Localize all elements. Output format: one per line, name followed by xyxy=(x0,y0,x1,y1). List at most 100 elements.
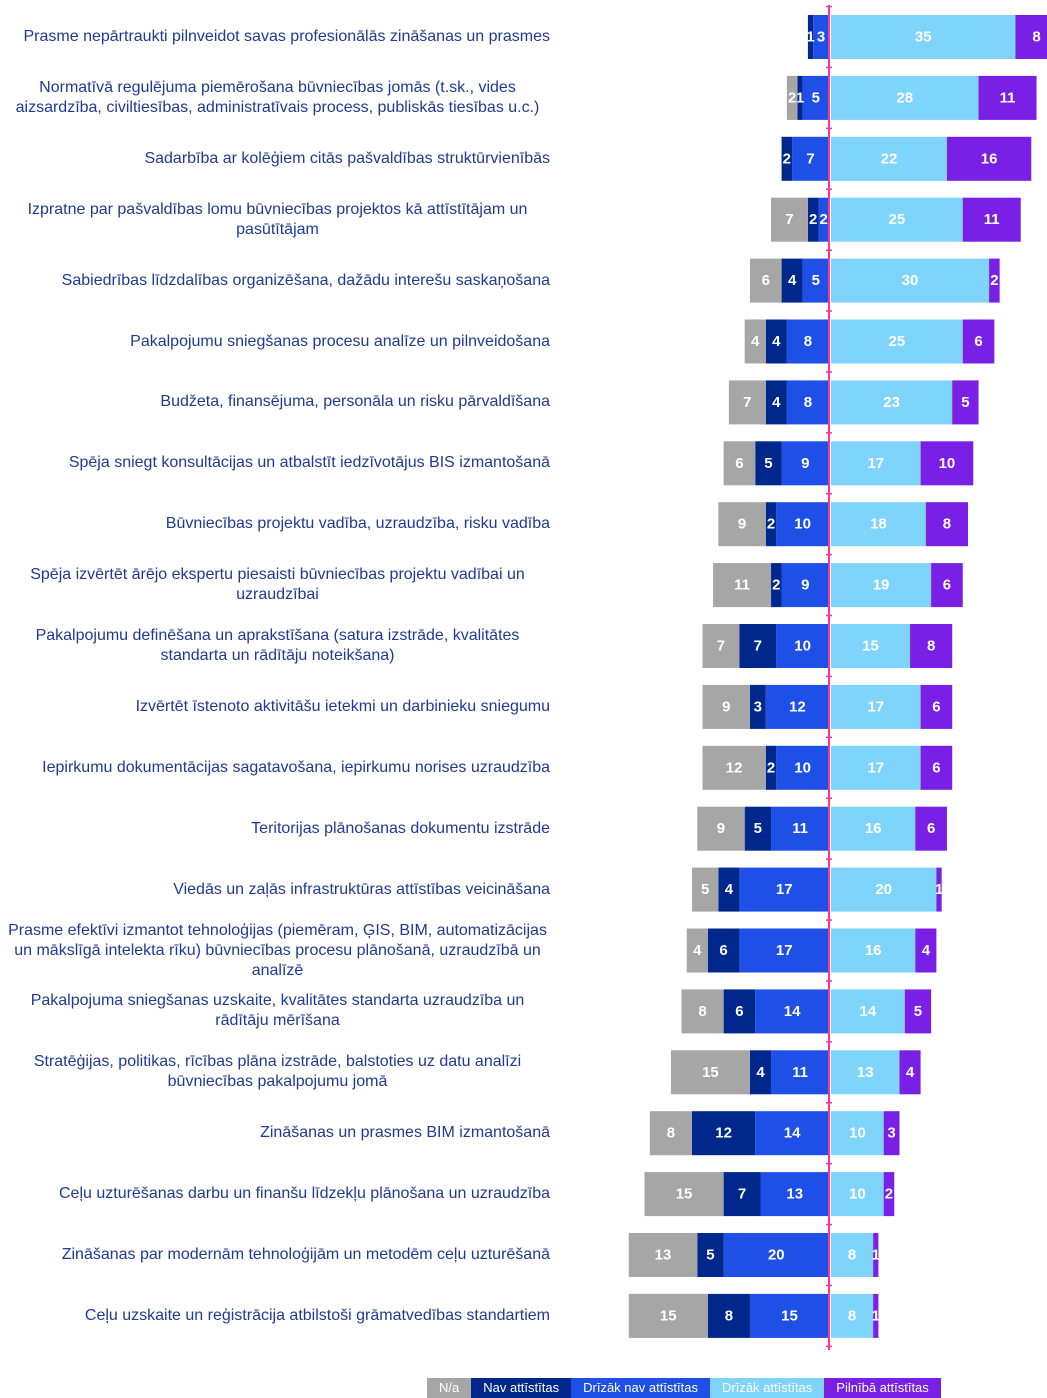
category-text: Pakalpojumu definēšana un aprakstīšana (… xyxy=(35,627,520,664)
data-label: 22 xyxy=(881,150,898,167)
data-label: 5 xyxy=(914,1003,922,1020)
data-label: 8 xyxy=(848,1247,856,1264)
bar-segment xyxy=(739,928,829,973)
bar-segment xyxy=(831,380,953,425)
bar-segment xyxy=(686,928,708,973)
bar-segment xyxy=(749,258,782,303)
data-label: 1 xyxy=(872,1307,880,1324)
data-label: 3 xyxy=(887,1125,895,1142)
category-label: Prasme efektīvi izmantot tehnoloģijas (p… xyxy=(5,921,550,981)
bar-segment xyxy=(831,806,916,851)
bar-segment xyxy=(818,197,829,242)
bar-segment xyxy=(883,1172,895,1217)
data-label: 5 xyxy=(961,394,969,411)
category-labels: Prasme nepārtraukti pilnveidot savas pro… xyxy=(5,7,551,1324)
data-label: 7 xyxy=(717,638,725,655)
data-label: 4 xyxy=(906,1064,915,1081)
bar-segment xyxy=(749,1293,829,1338)
bar-segment xyxy=(744,806,772,851)
data-label: 6 xyxy=(974,333,982,350)
data-label: 5 xyxy=(754,820,762,837)
data-label: 3 xyxy=(817,29,825,46)
bar-segment xyxy=(713,563,772,608)
category-text: Pakalpojumu sniegšanas procesu analīze u… xyxy=(130,332,550,350)
bar-segment xyxy=(707,1293,750,1338)
legend: N/a Nav attīstītas Drīzāk nav attīstītas Dr… xyxy=(427,1378,941,1398)
category-text: Iepirkumu dokumentācijas sagatavošana, i… xyxy=(42,758,550,776)
data-label: 5 xyxy=(706,1247,714,1264)
data-label: 15 xyxy=(781,1307,798,1324)
data-label: 10 xyxy=(794,759,811,776)
category-text: Prasme efektīvi izmantot tehnoloģijas (p… xyxy=(8,921,547,979)
data-label: 14 xyxy=(784,1003,801,1020)
bar-segment xyxy=(691,867,719,912)
data-label: 11 xyxy=(984,211,1000,228)
bar-segment xyxy=(765,380,787,425)
bar-segment xyxy=(644,1172,724,1217)
bar-segment xyxy=(946,136,1032,181)
data-label: 5 xyxy=(701,881,709,898)
data-label: 2 xyxy=(767,516,775,533)
data-label: 8 xyxy=(1032,29,1040,46)
category-label: Normatīvā regulējuma piemērošana būvniec… xyxy=(5,68,550,128)
data-label: 1 xyxy=(872,1247,880,1264)
bar-segment xyxy=(771,197,808,242)
bar-segment xyxy=(702,624,740,668)
data-label: 2 xyxy=(788,89,796,106)
bar-segment xyxy=(707,928,740,973)
data-label: 9 xyxy=(801,577,809,594)
data-label: 15 xyxy=(702,1064,719,1081)
bar-segment xyxy=(807,197,819,242)
category-label: Stratēģijas, politikas, rīcības plāna iz… xyxy=(5,1042,550,1102)
data-label: 16 xyxy=(865,820,882,837)
bar-segment xyxy=(718,867,740,912)
data-label: 8 xyxy=(804,333,812,350)
category-label: Zināšanas un prasmes BIM izmantošanā xyxy=(5,1103,550,1163)
bar-segment xyxy=(910,624,953,668)
bar-segment xyxy=(831,563,932,608)
data-label: 17 xyxy=(867,698,884,715)
bar-segment xyxy=(771,563,782,608)
bar-segment xyxy=(792,136,829,181)
data-label: 19 xyxy=(873,577,890,594)
bar-segment xyxy=(723,441,756,486)
data-label: 6 xyxy=(719,942,727,959)
category-text: Sabiedrības līdzdalības organizēšana, da… xyxy=(61,271,550,289)
category-label: Izvērtēt īstenoto aktivitāšu ietekmi un … xyxy=(5,677,550,737)
data-label: 11 xyxy=(734,577,750,594)
data-label: 1 xyxy=(796,89,804,106)
bar-segment xyxy=(744,319,766,364)
data-label: 9 xyxy=(738,516,746,533)
data-label: 25 xyxy=(889,333,906,350)
data-label: 4 xyxy=(772,333,781,350)
category-label: Sadarbība ar kolēģiem citās pašvaldības … xyxy=(5,129,550,189)
data-label: 12 xyxy=(715,1125,732,1142)
data-label: 2 xyxy=(990,272,998,289)
bar-segment xyxy=(915,806,947,851)
bar-segment xyxy=(776,624,829,668)
category-label: Prasme nepārtraukti pilnveidot savas pro… xyxy=(5,7,551,67)
data-label: 16 xyxy=(981,150,998,167)
category-text: Izvērtēt īstenoto aktivitāšu ietekmi un … xyxy=(135,697,550,715)
data-label: 8 xyxy=(943,516,951,533)
category-text: Ceļu uzturēšanas darbu un finanšu līdzek… xyxy=(59,1185,550,1203)
data-label: 14 xyxy=(784,1125,801,1142)
bar-segment xyxy=(786,75,798,120)
category-text: Zināšanas un prasmes BIM izmantošanā xyxy=(260,1124,550,1142)
data-label: 10 xyxy=(794,638,811,655)
bar-segment xyxy=(771,1050,829,1095)
legend-entry: Pilnībā attīstītas xyxy=(824,1378,941,1398)
category-label: Teritorijas plānošanas dokumentu izstrād… xyxy=(5,799,550,859)
bar-segment xyxy=(739,867,829,912)
bar-segment xyxy=(755,441,782,486)
bar-segment xyxy=(723,1233,829,1277)
data-label: 15 xyxy=(862,638,879,655)
category-label: Pakalpojumu definēšana un aprakstīšana (… xyxy=(5,616,550,676)
data-label: 4 xyxy=(788,272,797,289)
bar-segment xyxy=(723,989,756,1034)
category-text: Stratēģijas, politikas, rīcības plāna iz… xyxy=(33,1053,522,1091)
category-text: Spēja izvērtēt ārējo ekspertu piesaisti … xyxy=(30,566,525,604)
data-label: 13 xyxy=(857,1064,874,1081)
